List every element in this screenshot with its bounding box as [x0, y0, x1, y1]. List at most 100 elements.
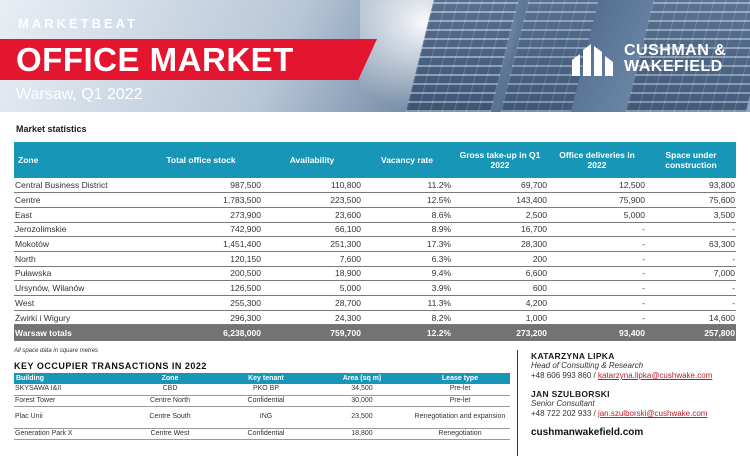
value-cell: 75,900 [548, 192, 646, 208]
table-row: Forest Tower Centre North Confidential 30,0… [14, 395, 510, 407]
value-cell: 69,700 [452, 178, 548, 194]
zone-cell: Central Business District [14, 178, 140, 194]
value-cell: 9.4% [362, 266, 452, 282]
page-title: OFFICE MARKET [16, 41, 294, 78]
transaction-cell: 18,800 [314, 428, 410, 440]
value-cell: 143,400 [452, 192, 548, 208]
transaction-cell: CBD [122, 384, 218, 396]
value-cell: - [646, 251, 736, 267]
value-cell: - [548, 266, 646, 282]
column-header: Zone [14, 142, 140, 178]
totals-cell: 6,238,000 [140, 324, 262, 341]
value-cell: 16,700 [452, 222, 548, 238]
transaction-cell: Renegotiation and expansion [410, 406, 510, 429]
contact-phone: +48 722 202 933 / [531, 409, 598, 418]
table-row: Żwirki i Wigury 296,300 24,300 8.2% 1,000-14… [14, 310, 736, 326]
value-cell: 5,000 [548, 207, 646, 223]
contact-card: KATARZYNA LIPKA Head of Consulting & Res… [531, 351, 712, 381]
table-row: Mokotów 1,451,400 251,300 17.3% 28,300-63,30… [14, 236, 736, 252]
value-cell: 3.9% [362, 280, 452, 296]
transaction-cell: 30,000 [314, 395, 410, 407]
column-header: Lease type [410, 373, 510, 384]
value-cell: 12,500 [548, 178, 646, 194]
value-cell: - [548, 251, 646, 267]
contact-email-link[interactable]: katarzyna.lipka@cushwake.com [597, 371, 713, 380]
contact-name: KATARZYNA LIPKA [531, 351, 615, 361]
value-cell: 12.5% [362, 192, 452, 208]
table-row: West 255,300 28,700 11.3% 4,200- - [14, 295, 736, 311]
transaction-cell: PKO BP [218, 384, 314, 396]
transaction-cell: ING [218, 406, 314, 429]
value-cell: 11.3% [362, 295, 452, 311]
value-cell: - [548, 295, 646, 311]
value-cell: 8.2% [362, 310, 452, 326]
value-cell: 110,800 [262, 178, 362, 194]
transaction-cell: 34,500 [314, 384, 410, 396]
totals-cell: 273,200 [452, 324, 548, 341]
column-header: Gross take-up in Q1 2022 [452, 142, 548, 178]
value-cell: 75,600 [646, 192, 736, 208]
column-header: Space under construction [646, 142, 736, 178]
cushman-wakefield-logo: CUSHMAN & WAKEFIELD [570, 42, 726, 76]
market-statistics-table: Zone Total office stock Availability Vac… [14, 142, 736, 341]
value-cell: 24,300 [262, 310, 362, 326]
value-cell: 742,900 [140, 222, 262, 238]
value-cell: - [548, 236, 646, 252]
value-cell: - [548, 310, 646, 326]
header-banner: MARKETBEAT OFFICE MARKET Warsaw, Q1 2022… [0, 0, 750, 112]
transaction-cell: Pre-let [410, 384, 510, 396]
value-cell: 11.2% [362, 178, 452, 194]
value-cell: 66,100 [262, 222, 362, 238]
value-cell: 6,600 [452, 266, 548, 282]
value-cell: - [548, 280, 646, 296]
contact-role: Senior Consultant [531, 399, 595, 408]
table-row: Jerozolimskie 742,900 66,100 8.9% 16,700- - [14, 222, 736, 238]
column-header: Availability [262, 142, 362, 178]
page-subtitle: Warsaw, Q1 2022 [16, 86, 143, 103]
value-cell: 18,900 [262, 266, 362, 282]
value-cell: 255,300 [140, 295, 262, 311]
value-cell: 7,600 [262, 251, 362, 267]
value-cell: 2,500 [452, 207, 548, 223]
transactions-title: KEY OCCUPIER TRANSACTIONS IN 2022 [14, 361, 207, 371]
value-cell: 223,500 [262, 192, 362, 208]
totals-row: Warsaw totals 6,238,000 759,700 12.2% 27… [14, 324, 736, 341]
table-row: Puławska 200,500 18,900 9.4% 6,600-7,000 [14, 266, 736, 282]
value-cell: 28,700 [262, 295, 362, 311]
contact-email-link[interactable]: jan.szulborski@cushwake.com [597, 409, 708, 418]
transaction-cell: Pre-let [410, 395, 510, 407]
value-cell: 8.6% [362, 207, 452, 223]
zone-cell: Mokotów [14, 236, 140, 252]
contact-details: +48 722 202 933 / jan.szulborski@cushwak… [531, 409, 707, 419]
transaction-cell: Confidential [218, 428, 314, 440]
transaction-cell: Centre West [122, 428, 218, 440]
zone-cell: West [14, 295, 140, 311]
value-cell: 126,500 [140, 280, 262, 296]
value-cell: - [646, 222, 736, 238]
table-header-row: Zone Total office stock Availability Vac… [14, 142, 736, 178]
transaction-cell: SKYSAWA I&II [14, 384, 122, 396]
value-cell: 28,300 [452, 236, 548, 252]
transaction-cell: Generation Park X [14, 428, 122, 440]
transaction-cell: Plac Unii [14, 406, 122, 429]
value-cell: 93,800 [646, 178, 736, 194]
logo-wordmark: CUSHMAN & WAKEFIELD [624, 43, 726, 75]
table-row: Central Business District 987,500 110,800 1… [14, 178, 736, 194]
value-cell: 987,500 [140, 178, 262, 194]
transaction-cell: Centre North [122, 395, 218, 407]
value-cell: 273,900 [140, 207, 262, 223]
column-header: Key tenant [218, 373, 314, 384]
value-cell: 63,300 [646, 236, 736, 252]
contact-phone: +48 606 993 860 / [531, 371, 598, 380]
title-banner [0, 39, 377, 80]
transaction-cell: Renegotiation [410, 428, 510, 440]
zone-cell: Centre [14, 192, 140, 208]
contact-card: JAN SZULBORSKI Senior Consultant +48 722… [531, 389, 707, 419]
totals-cell: 12.2% [362, 324, 452, 341]
value-cell: 1,000 [452, 310, 548, 326]
value-cell: 200 [452, 251, 548, 267]
table-row: SKYSAWA I&II CBD PKO BP 34,500 Pre-let [14, 384, 510, 396]
table-header-row: Building Zone Key tenant Area (sq m) Lea… [14, 373, 510, 384]
website-link[interactable]: cushmanwakefield.com [531, 427, 644, 438]
logo-line-1: CUSHMAN & [624, 42, 727, 59]
